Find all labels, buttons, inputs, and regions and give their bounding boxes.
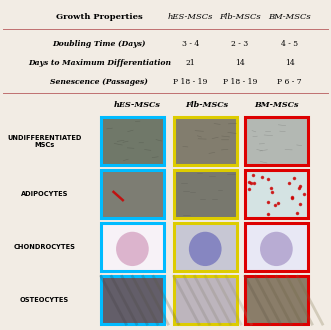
Text: 3 - 4: 3 - 4 bbox=[182, 40, 199, 48]
Ellipse shape bbox=[189, 232, 221, 266]
Text: P 18 - 19: P 18 - 19 bbox=[173, 78, 208, 86]
Text: UNDIFFERENTIATED
MSCs: UNDIFFERENTIATED MSCs bbox=[8, 135, 82, 148]
Text: OSTEOCYTES: OSTEOCYTES bbox=[20, 297, 69, 303]
Text: P 18 - 19: P 18 - 19 bbox=[223, 78, 257, 86]
Bar bbox=[174, 117, 237, 165]
Bar bbox=[245, 223, 308, 271]
Text: CHONDROCYTES: CHONDROCYTES bbox=[14, 244, 75, 250]
Text: Flb-MSCs: Flb-MSCs bbox=[185, 101, 228, 109]
Bar bbox=[245, 171, 308, 218]
Bar bbox=[245, 277, 308, 324]
Ellipse shape bbox=[116, 232, 149, 266]
Text: 21: 21 bbox=[185, 59, 195, 67]
Text: 14: 14 bbox=[285, 59, 295, 67]
Text: hES-MSCs: hES-MSCs bbox=[167, 14, 213, 21]
Ellipse shape bbox=[260, 232, 293, 266]
Bar bbox=[174, 277, 237, 324]
Text: 4 - 5: 4 - 5 bbox=[281, 40, 298, 48]
Bar bbox=[174, 171, 237, 218]
Text: BM-MSCs: BM-MSCs bbox=[268, 14, 311, 21]
Text: ADIPOCYTES: ADIPOCYTES bbox=[21, 191, 69, 197]
Bar bbox=[101, 171, 164, 218]
Text: Doubling Time (Days): Doubling Time (Days) bbox=[53, 40, 146, 48]
Bar bbox=[174, 223, 237, 271]
Text: 14: 14 bbox=[235, 59, 245, 67]
Text: hES-MSCs: hES-MSCs bbox=[114, 101, 161, 109]
Text: Senescence (Passages): Senescence (Passages) bbox=[50, 78, 148, 86]
Text: BM-MSCs: BM-MSCs bbox=[254, 101, 299, 109]
Text: Growth Properties: Growth Properties bbox=[56, 14, 143, 21]
Bar bbox=[101, 117, 164, 165]
Text: Days to Maximum Differentiation: Days to Maximum Differentiation bbox=[28, 59, 171, 67]
Text: P 6 - 7: P 6 - 7 bbox=[277, 78, 302, 86]
Text: 2 - 3: 2 - 3 bbox=[231, 40, 249, 48]
Bar bbox=[101, 223, 164, 271]
Bar bbox=[101, 277, 164, 324]
Text: Flb-MSCs: Flb-MSCs bbox=[219, 14, 261, 21]
Bar bbox=[245, 117, 308, 165]
